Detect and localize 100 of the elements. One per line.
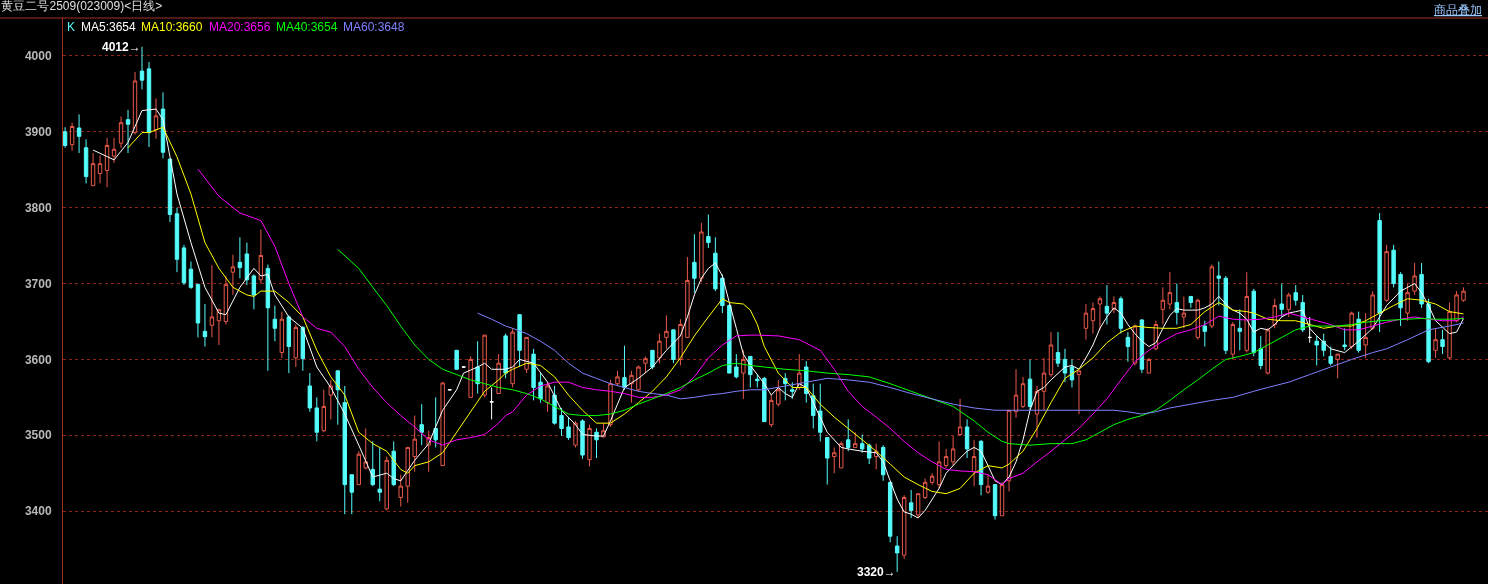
candlestick bbox=[1391, 244, 1396, 288]
candlestick bbox=[825, 437, 830, 486]
candlestick bbox=[727, 303, 732, 374]
candlestick bbox=[650, 349, 655, 370]
candlestick bbox=[985, 474, 991, 495]
candlestick bbox=[1433, 327, 1438, 359]
candlestick bbox=[1314, 335, 1319, 366]
text: MA40:3654 bbox=[276, 20, 338, 34]
candlestick bbox=[839, 440, 844, 469]
candlestick bbox=[664, 314, 669, 350]
candlestick bbox=[1034, 385, 1040, 439]
candlestick bbox=[321, 389, 327, 433]
candlestick bbox=[111, 137, 117, 164]
candlestick bbox=[943, 448, 949, 469]
candlestick bbox=[1349, 311, 1354, 350]
candlestick bbox=[279, 311, 285, 359]
candlestick bbox=[1027, 358, 1033, 411]
candlestick bbox=[601, 422, 606, 439]
candlestick bbox=[188, 261, 194, 290]
candlestick bbox=[517, 314, 522, 368]
candlestick bbox=[63, 126, 68, 149]
candlestick bbox=[230, 254, 236, 296]
candlestick bbox=[1055, 331, 1061, 368]
candlestick bbox=[818, 383, 823, 442]
text: 商品叠加 bbox=[1434, 3, 1482, 17]
candlestick bbox=[223, 275, 229, 326]
candlestick bbox=[209, 264, 215, 338]
candlestick bbox=[1104, 284, 1110, 326]
candlestick bbox=[1398, 271, 1403, 327]
candlestick bbox=[475, 340, 480, 395]
candlestick bbox=[202, 303, 208, 348]
candlestick bbox=[1230, 321, 1235, 360]
candlestick bbox=[1167, 271, 1173, 310]
candlestick bbox=[950, 435, 956, 467]
candlestick bbox=[1447, 302, 1452, 360]
candlestick bbox=[293, 324, 299, 368]
y-tick-label: 3500 bbox=[24, 428, 52, 443]
candlestick bbox=[1006, 409, 1012, 492]
candlestick bbox=[90, 152, 96, 187]
candlestick bbox=[671, 329, 676, 364]
candlestick bbox=[216, 308, 222, 346]
candlestick bbox=[419, 403, 424, 446]
candlestick bbox=[1335, 353, 1340, 379]
candlestick bbox=[1160, 286, 1166, 326]
candlestick bbox=[307, 372, 313, 413]
candlestick bbox=[503, 333, 508, 379]
candlestick bbox=[908, 489, 914, 519]
candlestick bbox=[272, 305, 278, 342]
candlestick bbox=[1132, 324, 1138, 366]
candlestick bbox=[887, 481, 893, 543]
candlestick bbox=[1209, 264, 1215, 329]
candlestick bbox=[1146, 357, 1152, 374]
candlestick bbox=[237, 236, 243, 279]
candlestick bbox=[1328, 346, 1333, 366]
candlestick bbox=[1461, 286, 1466, 303]
candlestick bbox=[1090, 302, 1096, 335]
candlestick bbox=[83, 138, 89, 184]
candlestick bbox=[391, 440, 396, 487]
text: MA10:3660 bbox=[141, 20, 203, 34]
chart-title: 黄豆二号2509(023009)<日线> bbox=[1, 0, 163, 13]
candlestick bbox=[1272, 298, 1277, 329]
candlestick bbox=[426, 430, 431, 473]
candlestick bbox=[790, 381, 795, 400]
candlestick bbox=[251, 273, 257, 310]
y-tick-label: 3800 bbox=[24, 200, 52, 215]
candlestick bbox=[629, 370, 634, 404]
candlestick bbox=[873, 443, 879, 470]
candlestick bbox=[349, 474, 354, 515]
y-tick-label: 3900 bbox=[24, 125, 52, 140]
text: MA20:3656 bbox=[209, 20, 271, 34]
candlestick bbox=[1020, 376, 1026, 409]
candlestick bbox=[174, 207, 180, 273]
candlestick bbox=[1258, 335, 1263, 370]
candlestick bbox=[706, 214, 711, 249]
candlestick bbox=[1405, 283, 1410, 322]
candlestick bbox=[1412, 262, 1417, 296]
candlestick bbox=[104, 137, 110, 188]
candlestick bbox=[398, 474, 403, 508]
candlestick bbox=[1083, 303, 1089, 341]
candlestick bbox=[859, 434, 865, 454]
candlestick bbox=[853, 431, 858, 448]
candlestick bbox=[342, 385, 347, 515]
candlestick bbox=[1118, 295, 1124, 335]
candlestick bbox=[76, 113, 82, 154]
candlestick bbox=[531, 348, 536, 401]
y-tick-label: 3400 bbox=[24, 504, 52, 519]
candlestick bbox=[832, 446, 837, 474]
candlestick bbox=[377, 446, 382, 502]
candlestick bbox=[999, 481, 1005, 517]
candlestick bbox=[685, 256, 690, 338]
candlestick bbox=[1286, 292, 1291, 318]
candlestick bbox=[957, 398, 963, 437]
text: K bbox=[67, 20, 76, 34]
candlestick bbox=[1265, 327, 1270, 376]
candlestick bbox=[1125, 331, 1131, 363]
line-series bbox=[197, 168, 1465, 486]
candlestick bbox=[1216, 261, 1222, 307]
candlestick bbox=[922, 478, 928, 500]
candlestick bbox=[167, 158, 173, 223]
candlestick bbox=[587, 424, 592, 467]
